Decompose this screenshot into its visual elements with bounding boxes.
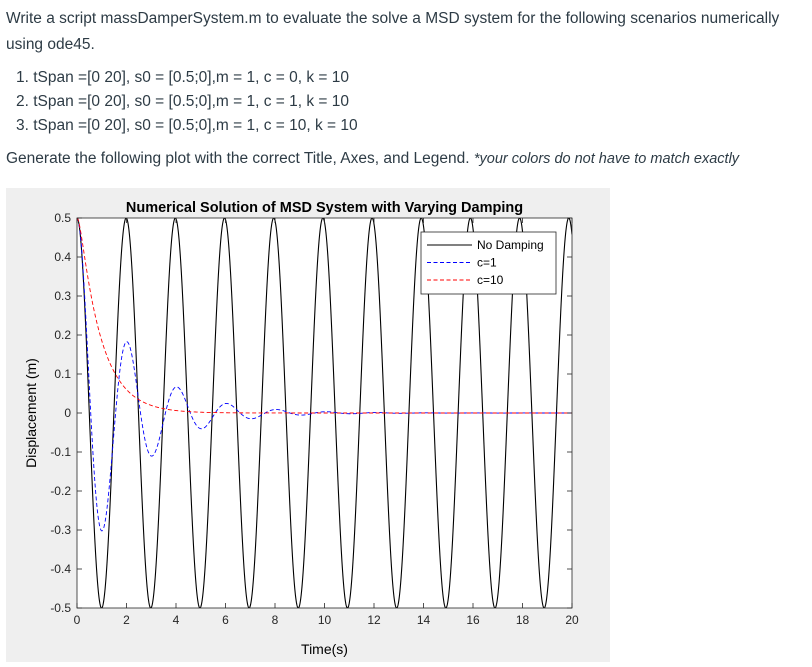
chart-title: Numerical Solution of MSD System with Va… — [126, 200, 523, 216]
y-tick-label: 0.3 — [54, 289, 71, 303]
legend-box — [420, 231, 557, 295]
y-tick-label: -0.3 — [50, 523, 71, 537]
msd-chart: 0 2 4 6 8 10 12 14 16 18 20 0.5 0.4 0.3 0.2 0.1 0 -0.1 -0… — [23, 200, 579, 657]
x-tick-label: 20 — [565, 613, 579, 627]
scenario-item: 2. tSpan =[0 20], s0 = [0.5;0],m = 1, c … — [16, 93, 350, 110]
y-tick-label: 0.2 — [54, 328, 71, 342]
x-axis-label: Time(s) — [301, 641, 348, 657]
x-tick-label: 0 — [74, 613, 81, 627]
x-tick-label: 12 — [367, 613, 381, 627]
y-axis-label: Displacement (m) — [23, 358, 39, 468]
y-tick-label: 0.1 — [54, 367, 71, 381]
generate-text: Generate the following plot with the cor… — [6, 150, 470, 167]
y-tick-label: -0.1 — [50, 445, 71, 459]
y-tick-label: 0.4 — [54, 250, 71, 264]
x-tick-label: 2 — [123, 613, 130, 627]
x-tick-label: 18 — [516, 613, 530, 627]
y-tick-label: 0.5 — [54, 211, 71, 225]
question-intro: Write a script massDamperSystem.m to eva… — [6, 10, 780, 53]
scenario-item: 3. tSpan =[0 20], s0 = [0.5;0],m = 1, c … — [16, 117, 358, 134]
x-tick-label: 16 — [466, 613, 480, 627]
y-tick-label: -0.2 — [50, 484, 71, 498]
x-tick-label: 10 — [318, 613, 332, 627]
x-tick-label: 8 — [272, 613, 279, 627]
x-tick-label: 6 — [222, 613, 229, 627]
legend: No Damping c=1 c=10 — [420, 231, 557, 295]
color-note: *your colors do not have to match exactl… — [473, 151, 740, 167]
x-tick-label: 4 — [173, 613, 180, 627]
legend-label: c=1 — [477, 256, 497, 270]
scenario-list: 1. tSpan =[0 20], s0 = [0.5;0],m = 1, c … — [16, 66, 358, 138]
x-tick-label: 14 — [417, 613, 431, 627]
legend-label: No Damping — [477, 238, 544, 252]
y-axis: 0.5 0.4 0.3 0.2 0.1 0 -0.1 -0.2 -0.3 -0.4 -0.5 — [50, 211, 572, 615]
y-tick-label: 0 — [64, 406, 71, 420]
y-tick-label: -0.4 — [50, 562, 71, 576]
plot-figure: 0 2 4 6 8 10 12 14 16 18 20 0.5 0.4 0.3 0.2 0.1 0 -0.1 -0… — [6, 188, 610, 662]
legend-label: c=10 — [477, 273, 504, 287]
y-tick-label: -0.5 — [50, 601, 71, 615]
instruction-text: Generate the following plot with the cor… — [6, 150, 739, 168]
x-axis: 0 2 4 6 8 10 12 14 16 18 20 — [74, 218, 579, 627]
series-line-c-10 — [77, 218, 572, 414]
scenario-item: 1. tSpan =[0 20], s0 = [0.5;0],m = 1, c … — [16, 69, 350, 86]
